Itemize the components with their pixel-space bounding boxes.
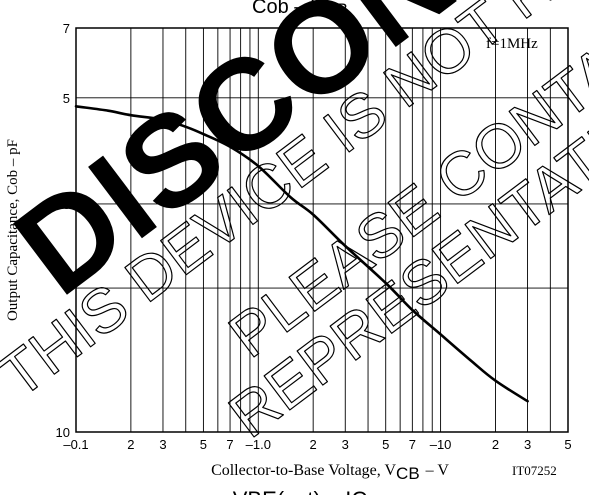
y-tick-label-0: 7 bbox=[63, 21, 70, 36]
footer-next-chart-title: VBE(sat) – IC bbox=[233, 487, 368, 495]
x-tick-label-13: 5 bbox=[564, 437, 571, 452]
chart-title-subscript: CB bbox=[324, 0, 348, 19]
x-tick-label-10: –10 bbox=[430, 437, 452, 452]
x-tick-label-4: 7 bbox=[226, 437, 233, 452]
x-tick-label-12: 3 bbox=[524, 437, 531, 452]
chart-title: Cob – VCB bbox=[252, 0, 348, 19]
x-tick-label-1: 2 bbox=[127, 437, 134, 452]
frequency-annotation: f=1MHz bbox=[486, 36, 538, 52]
series-line-0 bbox=[74, 105, 529, 403]
y-tick-label-1: 5 bbox=[63, 91, 70, 106]
y-axis-label: Output Capacitance, Cob – pF bbox=[5, 139, 21, 321]
series-layer bbox=[74, 105, 529, 403]
grid-lines bbox=[75, 27, 569, 432]
x-axis-label-subscript: CB bbox=[396, 464, 420, 483]
x-tick-label-9: 7 bbox=[409, 437, 416, 452]
x-axis-label: Collector-to-Base Voltage, VCB – V bbox=[211, 462, 449, 483]
x-tick-label-7: 3 bbox=[342, 437, 349, 452]
x-axis-label-main: Collector-to-Base Voltage, V bbox=[211, 462, 396, 479]
x-tick-label-5: –1.0 bbox=[246, 437, 271, 452]
x-tick-label-6: 2 bbox=[310, 437, 317, 452]
axis-ticks: –0.1 2 3 5 7 –1.0 2 3 5 7 –10 2 3 5 7 5 3 10 bbox=[56, 21, 572, 452]
x-tick-label-8: 5 bbox=[382, 437, 389, 452]
x-tick-label-11: 2 bbox=[492, 437, 499, 452]
x-axis-label-unit: – V bbox=[425, 462, 450, 479]
x-tick-label-2: 3 bbox=[159, 437, 166, 452]
y-tick-label-3: 10 bbox=[56, 425, 70, 440]
plot-frame bbox=[75, 27, 569, 433]
figure-code: IT07252 bbox=[512, 463, 557, 478]
y-tick-label-2: 3 bbox=[63, 197, 70, 212]
chart-title-main: Cob – V bbox=[252, 0, 325, 18]
x-tick-label-3: 5 bbox=[200, 437, 207, 452]
x-tick-label-0: –0.1 bbox=[63, 437, 88, 452]
